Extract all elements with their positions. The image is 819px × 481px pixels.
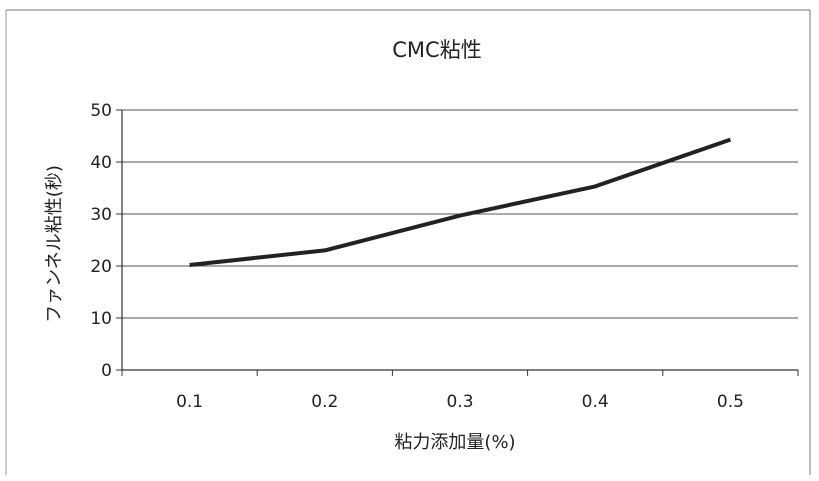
x-tick-label-0.1: 0.1 <box>176 392 203 412</box>
x-axis-label: 粘力添加量(%) <box>394 432 515 453</box>
x-tick-label-0.4: 0.4 <box>582 392 609 412</box>
y-axis-label: ファンネル粘性(秒) <box>44 165 65 323</box>
y-tick-label-20: 20 <box>90 257 112 277</box>
axes <box>116 109 799 376</box>
y-tick-label-50: 50 <box>90 101 112 121</box>
y-tick-label-40: 40 <box>90 153 112 173</box>
x-tick-label-0.5: 0.5 <box>717 392 744 412</box>
x-tick-label-0.2: 0.2 <box>311 392 338 412</box>
series-layer <box>189 137 732 267</box>
y-tick-label-30: 30 <box>90 205 112 225</box>
y-tick-label-10: 10 <box>90 309 112 329</box>
x-tick-label-0.3: 0.3 <box>446 392 473 412</box>
chart-title: CMC粘性 <box>392 38 481 62</box>
y-tick-labels: 0 10 20 30 40 50 <box>90 101 112 381</box>
x-tick-labels: 0.1 0.2 0.3 0.4 0.5 <box>176 392 744 412</box>
series-line-0 <box>189 137 732 267</box>
y-tick-label-0: 0 <box>101 361 112 381</box>
